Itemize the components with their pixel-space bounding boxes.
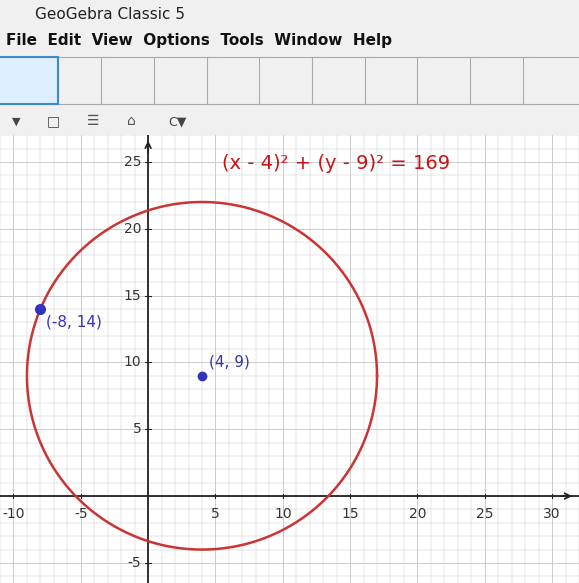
Text: 30: 30 — [543, 507, 561, 521]
FancyBboxPatch shape — [49, 57, 111, 104]
Text: -10: -10 — [2, 507, 25, 521]
Text: 20: 20 — [124, 222, 141, 236]
Text: 15: 15 — [124, 289, 141, 303]
Text: 10: 10 — [124, 356, 141, 370]
FancyBboxPatch shape — [154, 57, 217, 104]
Text: 25: 25 — [124, 155, 141, 169]
Text: 5: 5 — [211, 507, 220, 521]
Text: (-8, 14): (-8, 14) — [46, 314, 102, 329]
FancyBboxPatch shape — [417, 57, 480, 104]
Text: C▼: C▼ — [168, 115, 186, 128]
Text: (x - 4)² + (y - 9)² = 169: (x - 4)² + (y - 9)² = 169 — [222, 153, 450, 173]
Text: -5: -5 — [74, 507, 87, 521]
FancyBboxPatch shape — [101, 57, 164, 104]
Text: (4, 9): (4, 9) — [208, 354, 250, 370]
Text: GeoGebra Classic 5: GeoGebra Classic 5 — [35, 6, 185, 22]
Text: □: □ — [46, 114, 60, 128]
Text: 5: 5 — [133, 422, 141, 436]
Text: ▼: ▼ — [12, 117, 20, 127]
Text: 15: 15 — [341, 507, 359, 521]
Text: 25: 25 — [476, 507, 493, 521]
FancyBboxPatch shape — [0, 57, 58, 104]
Text: 10: 10 — [274, 507, 292, 521]
Text: ☰: ☰ — [87, 114, 100, 128]
Text: -5: -5 — [128, 556, 141, 570]
Text: File  Edit  View  Options  Tools  Window  Help: File Edit View Options Tools Window Help — [6, 33, 392, 48]
Text: 20: 20 — [409, 507, 426, 521]
Text: ⌂: ⌂ — [127, 114, 136, 128]
FancyBboxPatch shape — [207, 57, 269, 104]
FancyBboxPatch shape — [365, 57, 427, 104]
FancyBboxPatch shape — [523, 57, 579, 104]
FancyBboxPatch shape — [0, 57, 58, 104]
FancyBboxPatch shape — [259, 57, 322, 104]
FancyBboxPatch shape — [312, 57, 375, 104]
FancyBboxPatch shape — [470, 57, 533, 104]
